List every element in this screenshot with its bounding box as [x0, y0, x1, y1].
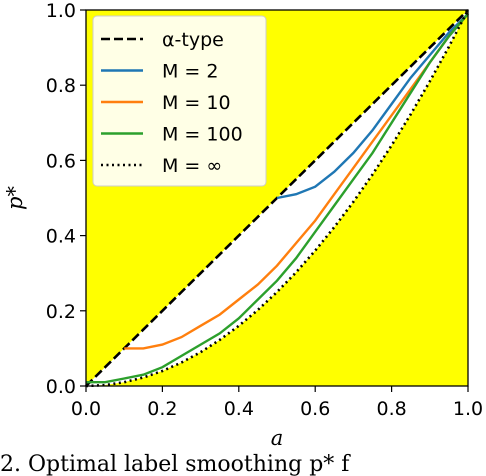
y-axis-label: p*: [3, 186, 27, 210]
x-tick-label: 0.6: [300, 398, 330, 420]
chart: 0.0 0.2 0.4 0.6 0.8 1.0 0.00.20.40.60.81.0 a …: [3, 0, 483, 450]
legend: α-type M = 2 M = 10 M = 100 M = ∞: [92, 15, 267, 187]
x-tick-label: 0.2: [147, 398, 177, 420]
plot-frame: [85, 9, 469, 387]
legend-box: [92, 15, 267, 187]
series-line-2: [124, 13, 469, 350]
x-tick-label: 1.0: [453, 398, 483, 420]
figure-caption: 2. Optimal label smoothing p* f: [0, 452, 350, 476]
series-line-1: [276, 12, 469, 200]
series-line-4: [85, 9, 470, 388]
legend-label-1: M = 2: [162, 61, 218, 83]
legend-label-2: M = 10: [162, 92, 231, 114]
legend-label-0: α-type: [162, 29, 224, 51]
y-tick-label: 0.2: [46, 301, 76, 323]
series-line-3: [86, 13, 469, 384]
legend-label-3: M = 100: [162, 124, 243, 146]
x-axis-ticks: 0.0 0.2 0.4 0.6 0.8 1.0: [71, 386, 483, 420]
x-tick-label: 0.4: [224, 398, 254, 420]
x-tick-label: 0.0: [71, 398, 101, 420]
x-tick-label: 0.8: [376, 398, 406, 420]
x-axis-label: a: [271, 426, 284, 450]
y-tick-label: 0.6: [46, 150, 76, 172]
y-tick-label: 0.8: [46, 75, 76, 97]
y-tick-label: 0.4: [46, 226, 76, 248]
y-tick-label: 0.0: [46, 376, 76, 398]
series-layer: [85, 9, 470, 388]
y-axis-ticks: 0.0 0.2 0.4 0.6 0.8 1.0: [46, 0, 86, 398]
y-tick-label: 1.0: [46, 0, 76, 22]
legend-label-4: M = ∞: [162, 155, 222, 177]
